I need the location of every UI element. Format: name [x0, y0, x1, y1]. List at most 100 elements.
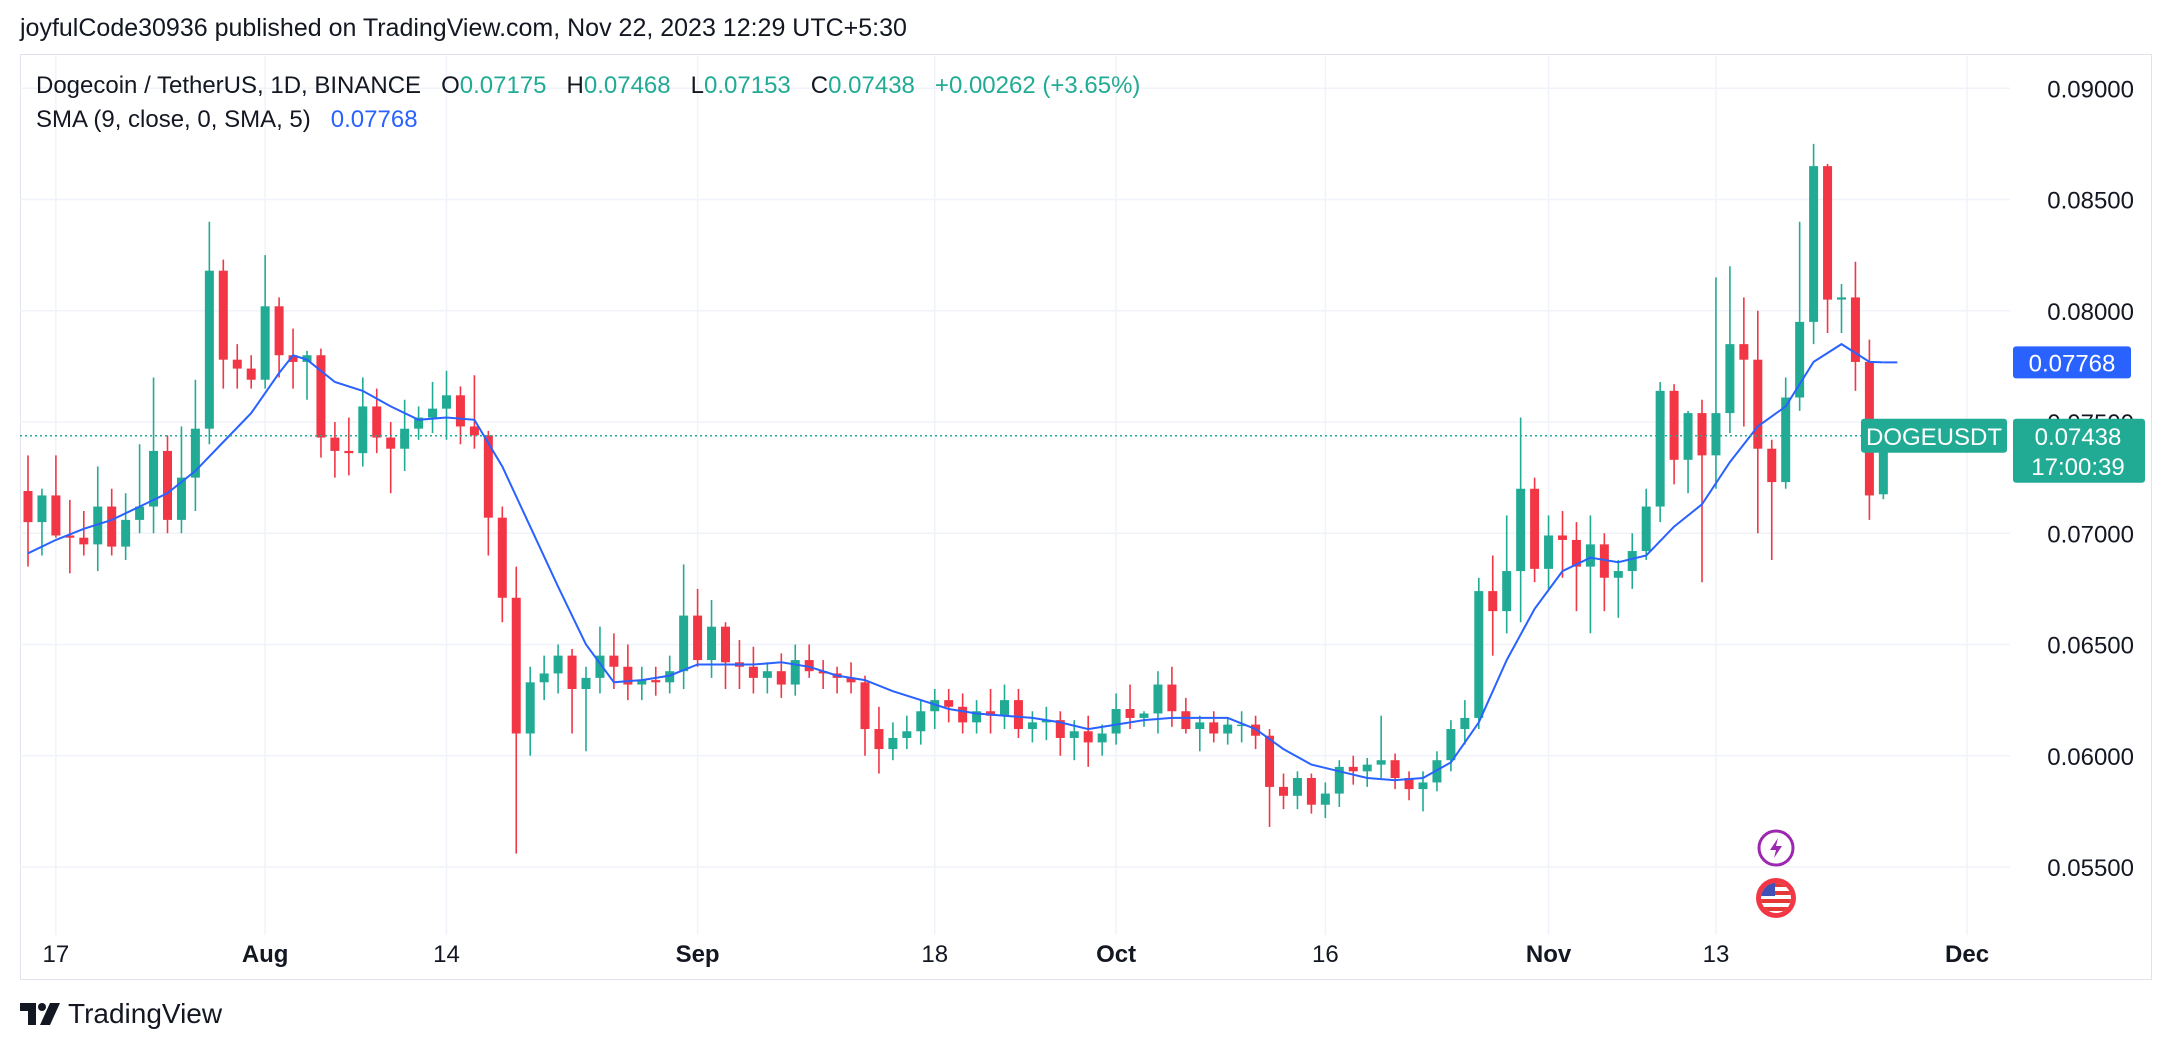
- last-price-tag: [2013, 418, 2145, 483]
- candle-body: [1809, 166, 1819, 322]
- candle-up: [888, 722, 898, 761]
- candle-body: [302, 355, 312, 362]
- candle-down: [693, 588, 703, 667]
- candle-up: [1809, 143, 1819, 345]
- candle-body: [414, 417, 424, 429]
- lightning-icon[interactable]: [1757, 829, 1795, 867]
- chart-frame: [20, 54, 2152, 980]
- candle-body: [1069, 731, 1079, 738]
- candle-up: [1837, 284, 1846, 333]
- candle-down: [232, 344, 242, 389]
- candle-down: [330, 422, 340, 478]
- candle-up: [1223, 717, 1233, 745]
- candle-down: [246, 355, 256, 389]
- legend-high-value: 0.07468: [583, 72, 671, 99]
- candle-body: [776, 671, 786, 685]
- candle-body: [1153, 684, 1163, 714]
- candle-body: [1823, 166, 1833, 300]
- candle-body: [455, 395, 465, 427]
- legend-low-value: 0.07153: [704, 72, 791, 99]
- candle-body: [693, 615, 703, 661]
- candle-down: [832, 666, 842, 694]
- candle-up: [1585, 515, 1595, 634]
- candle-body: [330, 437, 340, 451]
- candle-body: [679, 615, 689, 672]
- candle-down: [1669, 384, 1679, 485]
- candle-up: [1320, 782, 1330, 819]
- legend-sma-label: SMA (9, close, 0, SMA, 5): [36, 106, 311, 133]
- candle-up: [1795, 221, 1805, 411]
- candle-body: [260, 306, 270, 380]
- candle-body: [930, 700, 940, 712]
- candle-up: [972, 700, 982, 734]
- candle-body: [204, 270, 214, 429]
- candle-up: [358, 377, 368, 467]
- candle-up: [400, 399, 410, 471]
- candle-up: [790, 644, 800, 696]
- candle-body: [1041, 720, 1051, 723]
- candle-body: [469, 426, 479, 436]
- candle-up: [1292, 771, 1302, 810]
- candle-body: [358, 406, 368, 454]
- candle-body: [553, 655, 563, 674]
- candle-up: [762, 662, 772, 694]
- candle-down: [497, 506, 507, 623]
- candle-body: [818, 671, 828, 674]
- candle-body: [1083, 731, 1093, 743]
- candle-body: [567, 655, 577, 689]
- candle-down: [874, 706, 884, 774]
- candle-up: [135, 444, 145, 534]
- candle-down: [386, 422, 396, 494]
- y-tick-label: 0.09000: [2047, 76, 2134, 103]
- candle-up: [1641, 488, 1651, 560]
- candle-down: [1767, 439, 1777, 560]
- candle-up: [1683, 410, 1693, 494]
- candle-body: [1544, 535, 1554, 569]
- candle-body: [1753, 359, 1763, 449]
- candle-body: [1739, 344, 1749, 360]
- candle-body: [1111, 709, 1121, 734]
- candle-up: [1153, 671, 1163, 734]
- candle-down: [1279, 773, 1288, 810]
- x-tick-label: Sep: [676, 941, 720, 968]
- candle-down: [163, 435, 172, 534]
- candle-down: [1739, 297, 1749, 427]
- us-flag-icon[interactable]: [1756, 878, 1796, 918]
- candle-down: [274, 297, 284, 378]
- x-tick-label: Nov: [1526, 941, 1572, 968]
- candle-body: [1558, 535, 1567, 540]
- candle-down: [483, 430, 493, 556]
- candle-body: [1292, 778, 1302, 796]
- candle-up: [1237, 711, 1247, 743]
- candle-up: [1111, 693, 1121, 745]
- candle-down: [1850, 261, 1860, 391]
- candle-up: [595, 626, 605, 694]
- candle-body: [986, 711, 996, 716]
- candle-body: [1195, 722, 1205, 730]
- candle-body: [1167, 684, 1177, 712]
- candle-down: [1558, 511, 1567, 578]
- legend-sma-value: 0.07768: [330, 106, 418, 133]
- candle-body: [1390, 760, 1400, 778]
- candle-body: [1795, 321, 1805, 398]
- candle-body: [1376, 760, 1386, 765]
- candle-body: [581, 677, 591, 689]
- candle-body: [1334, 766, 1344, 794]
- candle-body: [609, 655, 619, 667]
- candle-down: [567, 648, 577, 734]
- tradingview-logo[interactable]: TradingView: [20, 998, 222, 1030]
- candle-down: [1209, 711, 1219, 743]
- x-axis-labels: 17 Aug 14 Sep 18 Oct 16 Nov 13 Dec: [43, 941, 1990, 968]
- candle-up: [1711, 277, 1721, 489]
- candle-up: [176, 426, 186, 534]
- candle-body: [804, 660, 814, 672]
- candle-body: [1767, 448, 1777, 483]
- candle-down: [776, 653, 786, 698]
- candle-down: [1348, 755, 1358, 785]
- candle-body: [1850, 297, 1860, 362]
- candle-body: [1697, 413, 1707, 456]
- candle-body: [748, 666, 758, 678]
- candle-body: [916, 711, 926, 732]
- candle-up: [1516, 417, 1526, 623]
